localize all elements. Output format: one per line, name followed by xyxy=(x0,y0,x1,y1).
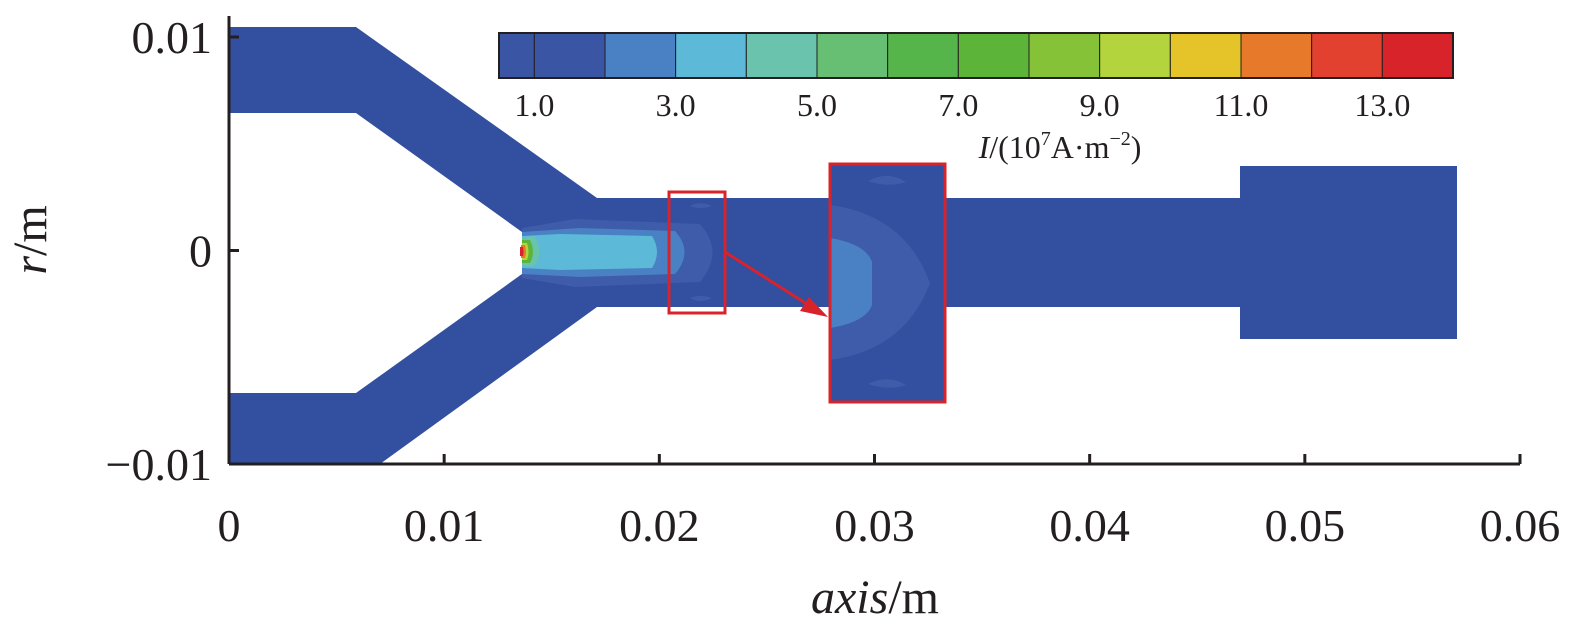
y-tick-label: 0.01 xyxy=(132,12,213,63)
colorbar-swatch xyxy=(604,32,677,79)
inset-contour-outer xyxy=(830,205,930,360)
x-ticks: 0 0.01 0.02 0.03 0.04 0.05 0.06 xyxy=(218,454,1561,551)
colorbar-swatch xyxy=(957,32,1030,79)
inset-contour-inner xyxy=(830,238,872,328)
inset-corner-lower xyxy=(868,379,906,388)
contour-level-3 xyxy=(522,234,657,270)
colorbar-frame xyxy=(498,32,1454,79)
colorbar-swatch xyxy=(675,32,747,79)
x-tick-label: 0 xyxy=(218,500,241,551)
colorbar-swatch xyxy=(1311,32,1383,79)
x-tick-label: 0.01 xyxy=(404,500,485,551)
y-tick-label: −0.01 xyxy=(106,439,212,490)
x-tick-label: 0.04 xyxy=(1049,500,1130,551)
colorbar-tick-label: 5.0 xyxy=(797,87,837,123)
x-tick-label: 0.06 xyxy=(1480,500,1561,551)
colorbar-swatch xyxy=(498,32,535,79)
colorbar-swatch xyxy=(887,32,959,79)
colorbar-swatch xyxy=(816,32,889,79)
inset-frame xyxy=(828,162,947,404)
colorbar-swatches xyxy=(498,32,1454,79)
zoom-inset xyxy=(828,162,947,404)
colorbar-tick-label: 11.0 xyxy=(1214,87,1269,123)
x-tick-label: 0.05 xyxy=(1265,500,1346,551)
colorbar-swatch xyxy=(1240,32,1313,79)
colorbar-tick-labels: 1.0 3.0 5.0 7.0 9.0 11.0 13.0 xyxy=(514,87,1410,123)
colorbar-swatch xyxy=(1099,32,1171,79)
colorbar-tick-label: 1.0 xyxy=(514,87,554,123)
y-tick-label: 0 xyxy=(189,226,212,277)
current-density-contours xyxy=(520,203,713,301)
x-tick-label: 0.03 xyxy=(834,500,915,551)
inset-corner-upper xyxy=(868,175,906,185)
colorbar: 1.0 3.0 5.0 7.0 9.0 11.0 13.0 I/(107A·m−2) xyxy=(498,32,1454,165)
contour-level-peak xyxy=(520,247,524,256)
colorbar-tick-label: 3.0 xyxy=(656,87,696,123)
colorbar-tick-label: 13.0 xyxy=(1354,87,1410,123)
colorbar-title: I/(107A·m−2) xyxy=(978,128,1142,165)
callout-arrowhead xyxy=(800,297,828,317)
colorbar-tick-label: 7.0 xyxy=(938,87,978,123)
colorbar-swatch xyxy=(1381,32,1454,79)
colorbar-tick-label: 9.0 xyxy=(1080,87,1120,123)
colorbar-swatch xyxy=(1028,32,1101,79)
y-axis-title: r/m xyxy=(4,205,57,274)
colorbar-swatch xyxy=(533,32,606,79)
x-axis-title: axis/m xyxy=(811,571,939,624)
contour-corner-lower xyxy=(690,296,712,301)
detail-callout xyxy=(667,190,828,317)
x-tick-label: 0.02 xyxy=(619,500,700,551)
colorbar-swatch xyxy=(1169,32,1242,79)
contour-corner-upper xyxy=(690,203,712,208)
y-ticks: 0.01 0 −0.01 xyxy=(106,12,239,490)
colorbar-swatch xyxy=(745,32,818,79)
callout-arrow-line xyxy=(724,250,811,308)
